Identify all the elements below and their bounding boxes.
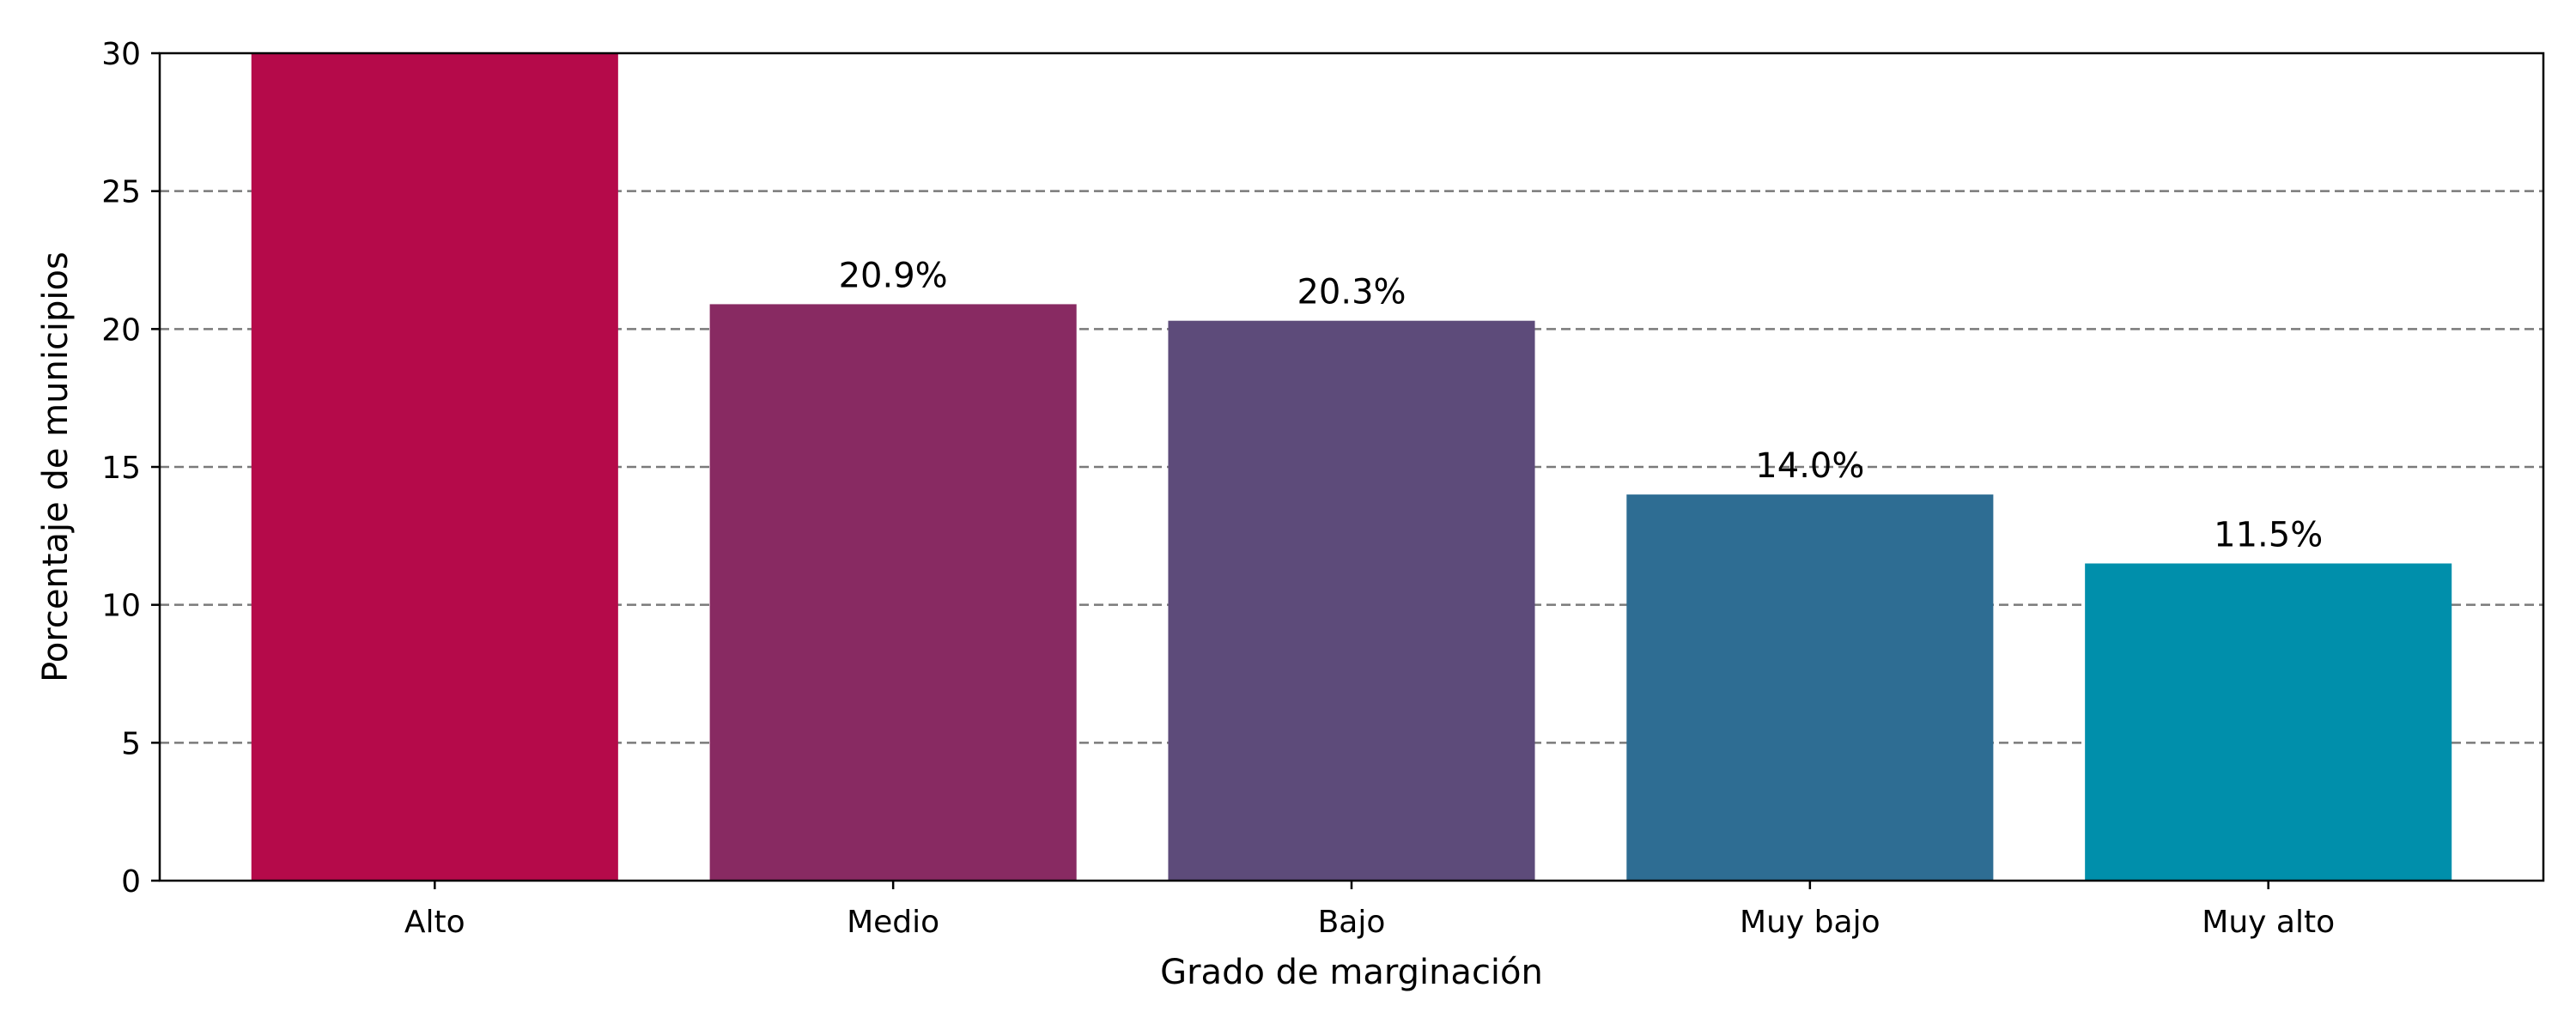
bar-medio (709, 304, 1077, 881)
bar-value-labels: 20.9% 20.3% 14.0% 11.5% (839, 256, 2324, 554)
bar-value-label: 20.3% (1297, 273, 1406, 312)
bar-muy-alto (2085, 563, 2452, 881)
x-tick-label: Bajo (1318, 905, 1386, 940)
y-tick-label: 30 (101, 37, 141, 72)
y-tick-label: 0 (121, 864, 141, 900)
bar-alto (251, 53, 618, 881)
y-tick-label: 15 (101, 451, 141, 486)
y-axis-label: Porcentaje de municipios (36, 251, 76, 682)
x-tick-label: Medio (847, 905, 939, 940)
bar-bajo (1168, 320, 1535, 881)
x-axis-label: Grado de marginación (1160, 953, 1543, 992)
x-tick-label: Muy bajo (1740, 905, 1880, 940)
y-tick-label: 20 (101, 312, 141, 348)
bars (251, 53, 2452, 881)
axis-ticks: 0 5 10 15 20 25 30 Alto Medio Bajo Muy bajo Muy alt… (101, 37, 2335, 940)
x-tick-label: Alto (404, 905, 465, 940)
y-tick-label: 10 (101, 589, 141, 624)
bar-value-label: 20.9% (839, 256, 948, 295)
bar-muy-bajo (1626, 494, 1994, 881)
bar-value-label: 14.0% (1755, 446, 1864, 486)
bar-value-label: 11.5% (2214, 515, 2323, 554)
x-tick-label: Muy alto (2202, 905, 2335, 940)
y-tick-label: 5 (121, 726, 141, 761)
y-tick-label: 25 (101, 175, 141, 210)
